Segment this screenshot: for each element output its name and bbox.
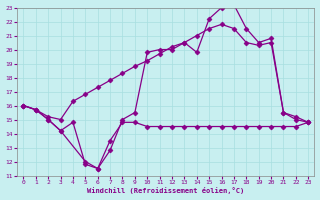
X-axis label: Windchill (Refroidissement éolien,°C): Windchill (Refroidissement éolien,°C) [87,187,244,194]
